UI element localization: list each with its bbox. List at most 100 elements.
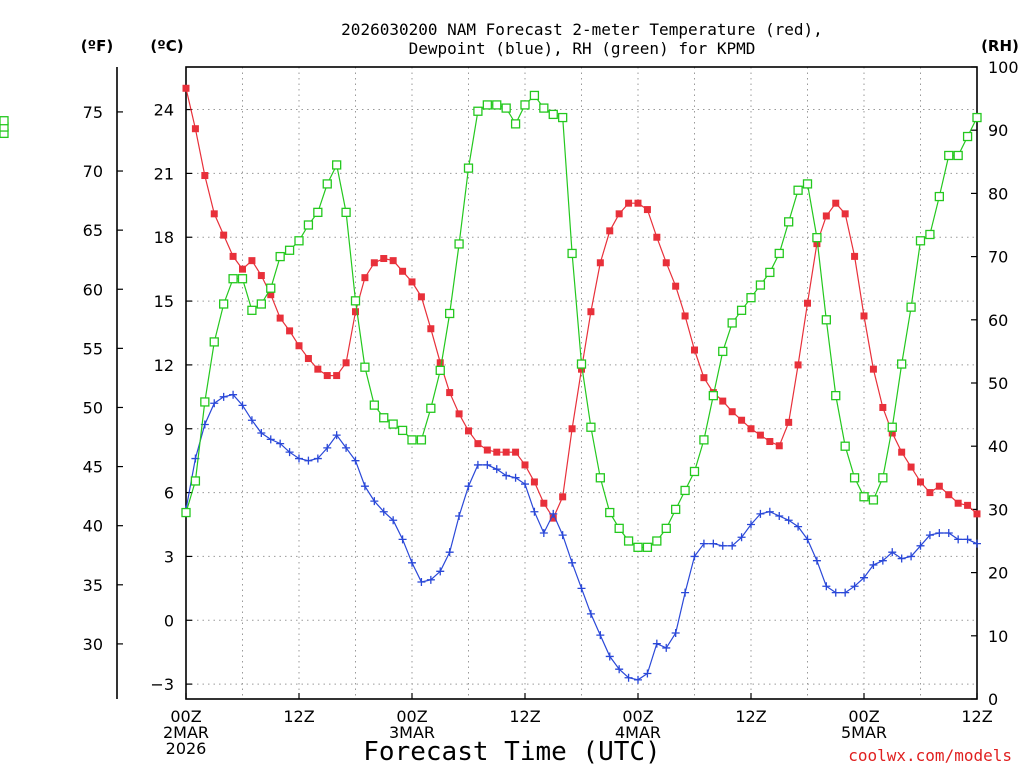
rh-point <box>445 308 455 319</box>
rh-point <box>614 523 624 534</box>
2-meter-temperature-point <box>455 410 463 418</box>
celsius-tick-label: 15 <box>154 292 174 311</box>
rh-point <box>906 302 916 312</box>
2-meter-temperature-point <box>606 227 614 235</box>
2-meter-temperature-point <box>333 372 341 380</box>
2-meter-temperature-point <box>521 461 529 469</box>
x-tick-label: 12Z <box>735 707 766 726</box>
dewpoint-point <box>558 531 567 540</box>
dewpoint-point <box>285 448 294 457</box>
2-meter-temperature-point <box>512 448 520 456</box>
rh-point <box>219 299 229 309</box>
dewpoint-point <box>916 541 925 550</box>
fahrenheit-tick-label: 75 <box>83 103 103 122</box>
2-meter-temperature-point <box>738 416 746 424</box>
rh-tick-label: 100 <box>988 58 1019 77</box>
rh-point <box>595 473 605 483</box>
2-meter-temperature-point <box>747 425 755 433</box>
2-meter-temperature-point <box>559 493 567 501</box>
2-meter-temperature-point <box>446 389 454 397</box>
2-meter-temperature-point <box>935 482 943 490</box>
celsius-tick-label: 0 <box>164 611 174 630</box>
2-meter-temperature-point <box>568 425 576 433</box>
celsius-tick-label: 3 <box>164 547 174 566</box>
x-tick-label: 5MAR <box>841 723 887 742</box>
series <box>0 84 982 684</box>
rh-tick-label: 90 <box>988 121 1008 140</box>
rh-point <box>228 274 238 284</box>
rh-point <box>435 365 445 376</box>
rh-point <box>492 100 502 110</box>
2-meter-temperature-point <box>691 346 698 354</box>
rh-point <box>313 207 323 218</box>
dewpoint-point <box>643 669 652 678</box>
rh-point <box>247 305 257 315</box>
rh-point <box>915 236 926 246</box>
rh-tick-label: 70 <box>988 248 1008 267</box>
celsius-tick-label: 18 <box>154 228 174 247</box>
2-meter-temperature-point <box>973 510 981 518</box>
2-meter-temperature-point <box>879 403 887 411</box>
rh-tick-label: 80 <box>988 184 1008 203</box>
dewpoint-point <box>897 554 906 563</box>
dewpoint-point <box>360 482 369 491</box>
dewpoint-point <box>812 556 821 565</box>
dewpoint-point <box>869 560 878 569</box>
fahrenheit-tick-label: 40 <box>83 517 103 536</box>
rh-point <box>284 245 295 255</box>
2-meter-temperature-point <box>964 501 972 509</box>
dewpoint-point <box>794 522 803 531</box>
2-meter-temperature-point <box>907 463 915 471</box>
rh-point <box>840 441 850 451</box>
dewpoint-point <box>577 584 586 593</box>
gridlines <box>186 67 977 699</box>
dewpoint-point <box>229 390 238 399</box>
rh-point <box>510 119 521 129</box>
2-meter-temperature-point <box>625 199 633 207</box>
celsius-tick-label: −3 <box>150 675 174 694</box>
rh-point <box>322 179 332 189</box>
x-tick-label: 00Z <box>170 707 201 726</box>
rh-point <box>897 359 907 369</box>
2-meter-temperature-point <box>888 429 896 437</box>
fahrenheit-unit-label: (ºF) <box>81 37 113 55</box>
rh-point <box>426 403 436 413</box>
2-meter-temperature-point <box>869 365 877 373</box>
2-meter-temperature-point <box>662 259 670 267</box>
x-tick-label: 12Z <box>283 707 314 726</box>
dewpoint-point <box>586 609 595 618</box>
fahrenheit-tick-label: 55 <box>83 339 103 358</box>
2-meter-temperature-point <box>257 272 265 280</box>
rh-point <box>953 150 963 161</box>
rh-point <box>859 492 869 502</box>
fahrenheit-tick-label: 35 <box>83 576 103 595</box>
celsius-tick-label: 12 <box>154 356 174 375</box>
celsius-tick-label: 21 <box>154 164 174 183</box>
rh-point <box>784 217 794 227</box>
rh-point <box>868 495 879 505</box>
dewpoint-point <box>417 577 426 586</box>
dewpoint-point <box>530 507 539 516</box>
rh-point <box>821 315 831 325</box>
rh-tick-label: 20 <box>988 564 1008 583</box>
2-meter-temperature-point <box>295 342 303 350</box>
x-tick-label: 2026 <box>166 739 207 758</box>
rh-point <box>718 346 728 357</box>
dewpoint-point <box>445 548 454 557</box>
2-meter-temperature-point <box>427 325 435 333</box>
rh-point <box>793 185 803 195</box>
dewpoint-point <box>332 431 341 440</box>
dewpoint-point <box>963 535 972 544</box>
2-meter-temperature-point <box>314 365 322 373</box>
2-meter-temperature-point <box>728 408 736 416</box>
2-meter-temperature-point <box>841 210 849 218</box>
x-axis-label: Forecast Time (UTC) <box>363 737 660 767</box>
dewpoint-point <box>511 473 520 482</box>
rh-point <box>548 109 558 120</box>
celsius-unit-label: (ºC) <box>150 37 183 55</box>
rh-point <box>529 90 540 101</box>
2-meter-temperature-point <box>672 282 680 290</box>
rh-point <box>642 542 653 552</box>
x-tick-label: 00Z <box>396 707 427 726</box>
